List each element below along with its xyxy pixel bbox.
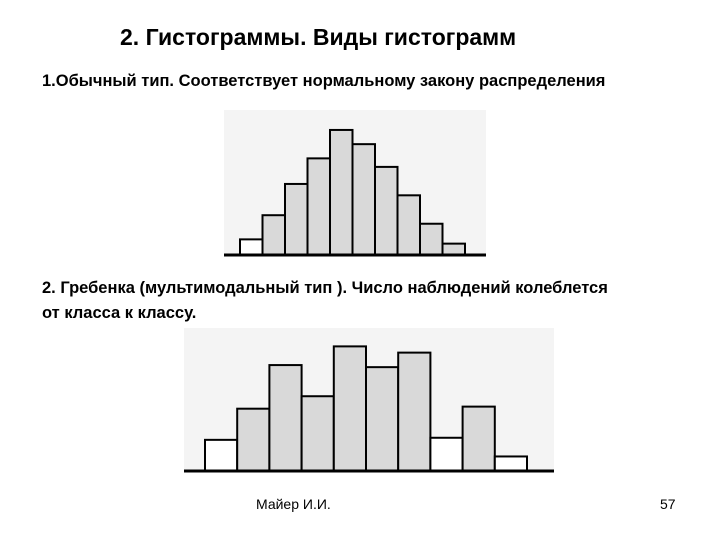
histogram-bar <box>461 405 496 472</box>
histogram-bar <box>329 128 354 257</box>
slide-title: 2. Гистограммы. Виды гистограмм <box>120 24 517 50</box>
histogram-bar <box>239 238 264 257</box>
histogram-bar <box>374 165 399 256</box>
histogram-bar <box>429 436 464 473</box>
histogram-comb <box>184 328 554 473</box>
histogram-bar <box>300 395 335 472</box>
item-comb-line2: от класса к классу. <box>42 304 197 322</box>
histogram-bar <box>396 194 421 256</box>
page-number: 57 <box>660 496 676 512</box>
histogram-bar <box>365 366 400 472</box>
footer-author: Майер И.И. <box>256 496 331 512</box>
histogram-bar <box>332 345 368 473</box>
histogram-bar <box>441 242 466 256</box>
histogram-bar <box>268 364 303 473</box>
histogram-bar <box>351 143 376 256</box>
item-comb-line1: 2. Гребенка (мультимодальный тип ). Числ… <box>42 279 608 297</box>
histogram-bar <box>493 455 528 472</box>
histogram-normal <box>224 110 486 257</box>
histogram-bar <box>236 407 271 472</box>
item-normal-type: 1.Обычный тип. Соответствует нормальному… <box>42 72 606 90</box>
histogram-bar <box>261 214 286 256</box>
histogram-bar <box>306 157 331 256</box>
histogram-bar <box>397 351 432 472</box>
histogram-bar <box>204 438 239 472</box>
item-comb-type: 2. Гребенка (мультимодальный тип ). Числ… <box>42 276 608 326</box>
histogram-bar <box>284 182 309 256</box>
histogram-bar <box>419 222 444 256</box>
